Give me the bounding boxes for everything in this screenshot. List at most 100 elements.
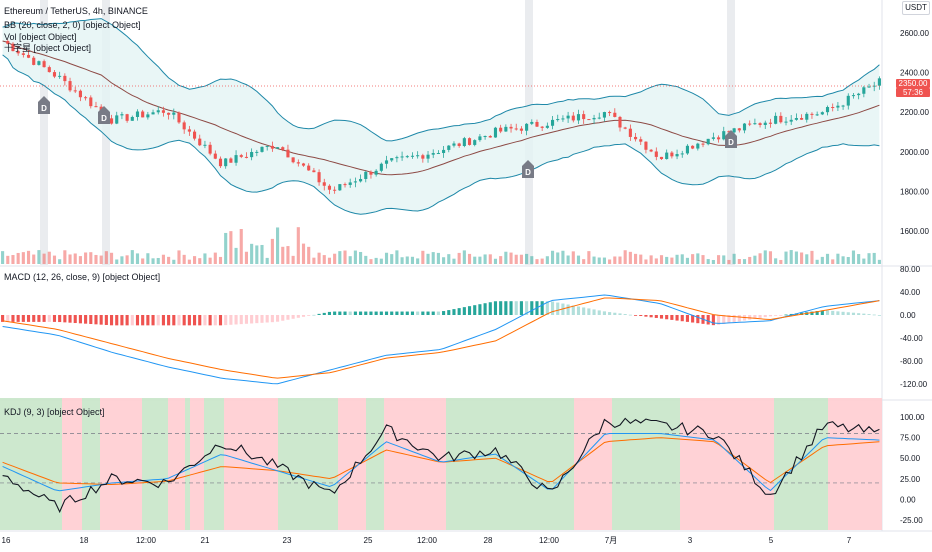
dividend-label: D [728,138,734,147]
macd-histogram-bar [519,301,523,315]
volume-bar [509,252,513,264]
macd-legend[interactable]: MACD (12, 26, close, 9) [object Object] [4,272,161,282]
macd-histogram-bar [208,315,212,326]
time-axis-label: 3 [688,536,693,545]
candle-body [800,118,804,120]
macd-histogram-bar [104,315,108,325]
candle-body [768,122,773,124]
candle-body [784,121,788,123]
candle-body [867,86,871,88]
volume-bar [16,252,20,264]
kdj-zone [100,398,142,530]
volume-bar [685,257,689,264]
volume-bar [789,250,793,264]
macd-histogram-bar [846,312,850,315]
volume-bar [613,256,617,264]
candle-body [307,165,311,171]
candle-body [623,127,627,129]
macd-histogram-bar [193,315,197,326]
candle-body [779,115,783,123]
volume-bar [774,258,778,264]
candle-body [26,54,31,58]
macd-histogram-bar [291,315,295,319]
volume-bar [63,250,67,264]
candle-body [680,153,684,155]
macd-histogram-bar [613,312,617,315]
candle-body [618,116,622,128]
kdj-zone [204,398,224,530]
kdj-zone [185,398,190,530]
candle-body [187,129,191,132]
volume-bar [327,257,332,264]
candle-body [234,155,238,163]
volume-bar [364,255,368,264]
macd-histogram-bar [722,315,726,324]
macd-histogram-bar [493,301,498,315]
candle-body [198,138,202,146]
macd-histogram-bar [623,314,627,315]
macd-histogram-bar [602,311,606,315]
bb-legend[interactable]: BB (20, close, 2, 0) [object Object] [4,20,141,30]
candle-body [265,145,269,147]
macd-histogram-bar [26,315,31,322]
candle-body [167,112,171,115]
candle-body [499,127,503,132]
macd-histogram-bar [348,311,352,315]
candle-body [141,111,145,118]
volume-bar [711,259,715,264]
volume-bar [654,258,658,264]
candle-body [156,110,160,113]
volume-bar [353,250,357,264]
candle-body [338,184,342,191]
macd-histogram-bar [281,315,285,321]
macd-histogram-bar [675,315,679,321]
macd-histogram-bar [343,311,347,315]
volume-bar [11,255,15,264]
candle-body [525,123,529,131]
macd-histogram-bar [42,315,46,322]
candle-body [540,126,544,128]
candle-body [509,126,513,129]
volume-bar [753,255,757,264]
cross-legend[interactable]: 十字星 [object Object] [4,43,92,53]
volume-bar [239,229,243,264]
kdj-zone [828,398,882,530]
volume-bar [857,254,861,264]
candle-body [571,115,575,121]
candle-body [649,149,653,152]
macd-histogram-bar [540,301,544,315]
macd-histogram-bar [317,313,321,315]
volume-bar [229,231,233,264]
volume-bar [416,258,420,264]
vol-legend[interactable]: Vol [object Object] [4,32,77,42]
macd-histogram-bar [250,315,254,324]
macd-histogram-bar [644,315,648,317]
volume-bar [47,251,51,264]
volume-bar [187,259,191,264]
candle-body [32,57,36,65]
dividend-marker-1: D [98,106,110,124]
volume-bar [260,244,264,264]
kdj-legend[interactable]: KDJ (9, 3) [object Object] [4,407,105,417]
kdj-tick: 25.00 [900,475,921,484]
candle-body [21,53,25,55]
volume-bar [348,256,352,264]
candle-body [78,90,82,98]
candle-body [379,163,383,171]
volume-bar [333,253,337,264]
candle-body [457,143,461,146]
time-axis-label: 12:00 [539,536,560,545]
currency-badge[interactable]: USDT [902,1,930,15]
candle-body [94,106,98,108]
macd-histogram-bar [224,315,228,326]
macd-histogram-bar [634,315,638,316]
cross-highlight-0 [40,0,48,265]
volume-bar [851,250,856,264]
volume-bar [831,259,835,264]
volume-bar [52,255,57,264]
dividend-label: D [101,114,107,123]
macd-histogram-bar [436,311,440,315]
macd-histogram-bar [333,311,337,315]
